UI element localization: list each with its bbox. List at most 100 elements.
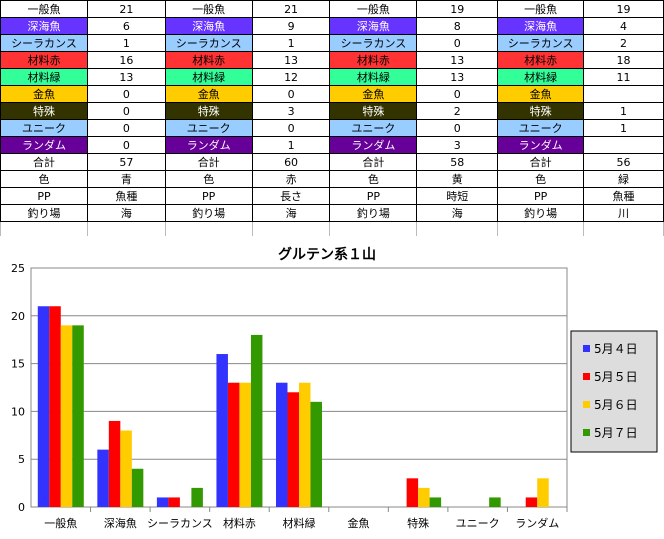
x-tick-label: 一般魚 <box>44 517 77 530</box>
blank-cell <box>583 221 664 236</box>
legend-label: 5月７日 <box>594 426 638 440</box>
bar-1-2 <box>168 497 180 507</box>
row-label-cell: 釣り場 <box>497 204 585 222</box>
row-value-cell: 19 <box>583 0 664 18</box>
x-tick-label: 深海魚 <box>104 516 137 530</box>
table-row: 材料緑 13 材料緑 12 材料緑 13 材料緑 11 <box>0 68 664 86</box>
row-label-cell: 色 <box>329 170 418 188</box>
blank-cell <box>164 221 253 236</box>
legend-swatch <box>583 373 590 380</box>
bar-1-3 <box>227 382 240 507</box>
row-label-cell: 釣り場 <box>329 204 418 222</box>
table-row: 材料赤 16 材料赤 13 材料赤 13 材料赤 18 <box>0 51 664 69</box>
row-label-cell: 釣り場 <box>164 204 253 222</box>
data-table: 一般魚 21 一般魚 21 一般魚 19 一般魚 19 深海魚 6 深海魚 9 深海魚 8 深海魚 4 シーラカ… <box>0 0 664 236</box>
row-value-cell: 9 <box>251 17 331 35</box>
bar-1-0 <box>49 306 61 507</box>
bar-3-4 <box>310 401 322 507</box>
row-label-cell: ランダム <box>329 136 418 154</box>
x-tick-label: 金魚 <box>348 516 370 530</box>
bar-2-8 <box>537 478 549 507</box>
row-value-cell: 0 <box>416 119 499 137</box>
row-value-cell: 18 <box>583 51 664 69</box>
row-label-cell: 合計 <box>329 153 418 171</box>
row-value-cell: 6 <box>86 17 166 35</box>
row-value-cell: 2 <box>416 102 499 120</box>
y-tick-label: 0 <box>18 501 25 514</box>
row-value-cell: 21 <box>86 0 166 18</box>
row-value-cell: 海 <box>416 204 499 222</box>
table-row: 合計 57 合計 60 合計 58 合計 56 <box>0 153 664 171</box>
x-tick-label: 特殊 <box>407 516 429 530</box>
row-label-cell: シーラカンス <box>497 34 585 52</box>
table-row: 深海魚 6 深海魚 9 深海魚 8 深海魚 4 <box>0 17 664 35</box>
row-label-cell: 深海魚 <box>329 17 418 35</box>
table-row: 金魚 0 金魚 0 金魚 0 金魚 <box>0 85 664 103</box>
blank-row <box>0 221 664 236</box>
row-label-cell: 材料緑 <box>0 68 88 86</box>
row-value-cell: 1 <box>251 34 331 52</box>
row-value-cell: 0 <box>86 85 166 103</box>
row-value-cell <box>583 136 664 154</box>
row-label-cell: 深海魚 <box>164 17 253 35</box>
chart-area: グルテン系１山 0 5 10 15 20 25 一般魚 深海魚 シーラカンス 材料赤 材料緑 金魚 特… <box>0 237 664 535</box>
row-value-cell: 0 <box>86 119 166 137</box>
x-tick-label: 材料赤 <box>223 516 256 530</box>
row-label-cell: 一般魚 <box>329 0 418 18</box>
bar-series <box>37 306 549 507</box>
row-label-cell: 材料赤 <box>0 51 88 69</box>
row-label-cell: ユニーク <box>329 119 418 137</box>
bar-1-1 <box>108 420 121 507</box>
row-label-cell: ユニーク <box>497 119 585 137</box>
x-tick-label: 材料緑 <box>283 516 316 530</box>
blank-cell <box>497 221 585 236</box>
bar-2-3 <box>239 382 251 507</box>
row-value-cell: 1 <box>86 34 166 52</box>
blank-cell <box>251 221 331 236</box>
bar-0-1 <box>97 449 109 507</box>
row-value-cell: 56 <box>583 153 664 171</box>
blank-cell <box>329 221 418 236</box>
row-value-cell: 0 <box>251 85 331 103</box>
row-value-cell: 8 <box>416 17 499 35</box>
row-label-cell: 合計 <box>497 153 585 171</box>
bar-1-6 <box>406 478 419 507</box>
row-label-cell: シーラカンス <box>0 34 88 52</box>
row-label-cell: 釣り場 <box>0 204 88 222</box>
row-value-cell: 3 <box>416 136 499 154</box>
row-label-cell: 金魚 <box>0 85 88 103</box>
row-label-cell: PP <box>164 187 253 205</box>
table-row: シーラカンス 1 シーラカンス 1 シーラカンス 0 シーラカンス 2 <box>0 34 664 52</box>
bar-3-3 <box>250 334 263 507</box>
row-value-cell: 緑 <box>583 170 664 188</box>
legend-label: 5月４日 <box>594 342 638 356</box>
row-label-cell: 材料赤 <box>497 51 585 69</box>
row-value-cell: 60 <box>251 153 331 171</box>
bar-2-1 <box>120 430 132 507</box>
row-value-cell: 13 <box>416 68 499 86</box>
row-value-cell: 川 <box>583 204 664 222</box>
legend-label: 5月６日 <box>594 398 638 412</box>
row-value-cell: 16 <box>86 51 166 69</box>
y-tick-label: 5 <box>18 453 25 466</box>
table-row: ユニーク 0 ユニーク 0 ユニーク 0 ユニーク 1 <box>0 119 664 137</box>
row-label-cell: シーラカンス <box>329 34 418 52</box>
row-label-cell: 深海魚 <box>497 17 585 35</box>
row-value-cell: 海 <box>251 204 331 222</box>
bar-3-1 <box>131 468 144 507</box>
row-value-cell: 4 <box>583 17 664 35</box>
bar-0-2 <box>156 497 169 507</box>
row-label-cell: 材料緑 <box>164 68 253 86</box>
row-value-cell: 13 <box>251 51 331 69</box>
row-label-cell: PP <box>497 187 585 205</box>
row-label-cell: 一般魚 <box>164 0 253 18</box>
legend-swatch <box>583 401 590 408</box>
row-label-cell: ランダム <box>164 136 253 154</box>
row-value-cell: 黄 <box>416 170 499 188</box>
row-value-cell: 19 <box>416 0 499 18</box>
bar-3-6 <box>429 497 442 507</box>
row-value-cell: 長さ <box>251 187 331 205</box>
row-label-cell: 特殊 <box>164 102 253 120</box>
chart-title: グルテン系１山 <box>278 246 376 263</box>
row-value-cell: 海 <box>86 204 166 222</box>
